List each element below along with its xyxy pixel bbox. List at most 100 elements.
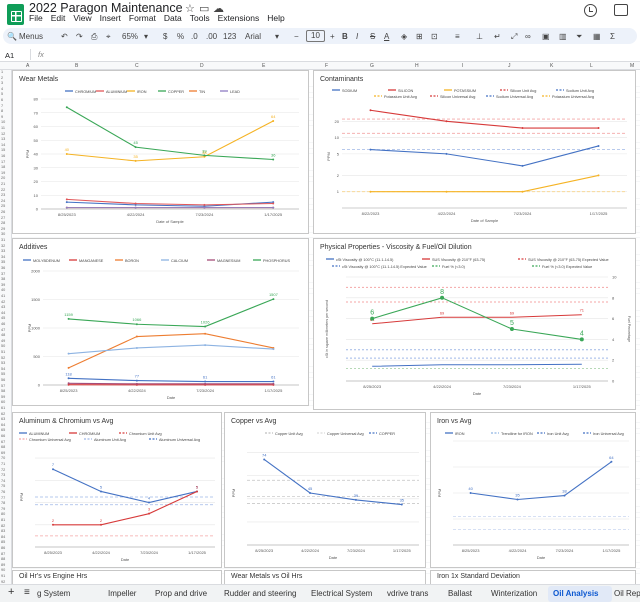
row-header[interactable]: 7 xyxy=(1,103,4,108)
column-header[interactable]: M xyxy=(630,63,635,69)
paint-format-icon[interactable]: ⌖ xyxy=(106,31,111,41)
menu-file[interactable]: File xyxy=(29,13,43,23)
row-header[interactable]: 61 xyxy=(1,406,6,410)
row-header[interactable]: 38 xyxy=(1,277,6,282)
row-header[interactable]: 25 xyxy=(1,204,6,209)
menu-help[interactable]: Help xyxy=(267,13,285,23)
row-header[interactable]: 45 xyxy=(1,316,6,321)
column-header[interactable]: H xyxy=(415,63,419,69)
vertical-align-icon[interactable]: ⊥ xyxy=(476,31,483,41)
font-size-increase-button[interactable]: + xyxy=(330,31,335,41)
row-header[interactable]: 18 xyxy=(1,165,6,170)
row-header[interactable]: 87 xyxy=(1,551,6,556)
column-header[interactable]: D xyxy=(200,63,204,69)
column-header[interactable]: F xyxy=(325,63,329,69)
menu-data[interactable]: Data xyxy=(163,13,182,23)
row-header[interactable]: 90 xyxy=(1,568,6,573)
column-header[interactable]: K xyxy=(550,63,554,69)
currency-format-button[interactable]: $ xyxy=(163,31,168,41)
cloud-status-icon[interactable]: ☁ xyxy=(213,3,224,15)
row-header[interactable]: 81 xyxy=(1,518,6,522)
borders-icon[interactable]: ⊞ xyxy=(416,31,423,41)
sheet-tab[interactable]: g System xyxy=(37,589,71,598)
number-format-button[interactable]: 123 xyxy=(223,31,237,41)
increase-decimal-button[interactable]: .00 xyxy=(206,31,218,41)
row-header[interactable]: 9 xyxy=(1,114,4,119)
row-header[interactable]: 54 xyxy=(1,366,6,371)
row-header[interactable]: 78 xyxy=(1,501,6,506)
row-header[interactable]: 40 xyxy=(1,288,6,293)
row-header[interactable]: 56 xyxy=(1,378,6,382)
sheet-tab[interactable]: Impeller xyxy=(108,589,137,598)
chart-iron[interactable]: Iron vs Avg IRON Trendline for IRON Iron U… xyxy=(430,412,636,568)
row-header[interactable]: 34 xyxy=(1,254,6,259)
row-header[interactable]: 74 xyxy=(1,478,6,483)
row-header[interactable]: 64 xyxy=(1,422,6,427)
row-header[interactable]: 52 xyxy=(1,355,6,360)
row-header[interactable]: 20 xyxy=(1,176,6,181)
menu-edit[interactable]: Edit xyxy=(50,13,66,23)
row-header[interactable]: 46 xyxy=(1,322,6,326)
font-select[interactable]: Arial xyxy=(245,31,262,41)
sheet-tab[interactable]: Oil Repo xyxy=(614,589,640,598)
add-sheet-icon[interactable]: + xyxy=(8,586,15,598)
row-header[interactable]: 30 xyxy=(1,232,6,237)
column-header[interactable]: C xyxy=(135,63,139,69)
row-header[interactable]: 17 xyxy=(1,159,6,164)
row-header[interactable]: 32 xyxy=(1,243,6,248)
sheet-tab[interactable]: vdrive trans xyxy=(387,589,429,598)
redo-icon[interactable]: ↷ xyxy=(76,31,83,41)
row-header[interactable]: 37 xyxy=(1,271,6,276)
sheet-tab[interactable]: Ballast xyxy=(448,589,473,598)
row-header[interactable]: 88 xyxy=(1,557,6,562)
merge-cells-icon[interactable]: ⊡ xyxy=(431,31,438,41)
document-title[interactable]: 2022 Paragon Maintenance xyxy=(29,1,183,15)
row-header[interactable]: 21 xyxy=(1,182,6,186)
filter-icon[interactable]: ⏷ xyxy=(576,31,583,41)
row-header[interactable]: 82 xyxy=(1,523,6,528)
row-header[interactable]: 39 xyxy=(1,282,6,287)
chart-wear-vs-oil-hrs[interactable]: Wear Metals vs Oil Hrs xyxy=(224,570,426,584)
horizontal-align-icon[interactable]: ≡ xyxy=(455,31,460,41)
insert-chart-icon[interactable]: ▥ xyxy=(559,31,567,41)
menu-view[interactable]: View xyxy=(73,13,92,23)
row-header[interactable]: 73 xyxy=(1,473,6,478)
column-header[interactable]: B xyxy=(75,63,79,69)
row-header[interactable]: 48 xyxy=(1,333,6,338)
insert-comment-icon[interactable]: ▣ xyxy=(542,31,550,41)
row-header[interactable]: 1 xyxy=(1,70,4,74)
row-header[interactable]: 49 xyxy=(1,338,6,343)
row-header[interactable]: 77 xyxy=(1,495,6,500)
row-header[interactable]: 79 xyxy=(1,506,6,511)
row-header[interactable]: 68 xyxy=(1,445,6,450)
row-header[interactable]: 66 xyxy=(1,434,6,438)
row-header[interactable]: 83 xyxy=(1,529,6,534)
row-header[interactable]: 85 xyxy=(1,540,6,545)
row-header[interactable]: 13 xyxy=(1,137,6,142)
font-size-decrease-button[interactable]: − xyxy=(294,31,299,41)
all-sheets-icon[interactable]: ≡ xyxy=(24,587,30,598)
sheet-tab[interactable]: Electrical System xyxy=(311,589,373,598)
row-header[interactable]: 11 xyxy=(1,126,5,130)
sheet-tab[interactable]: Prop and drive xyxy=(155,589,208,598)
row-header[interactable]: 6 xyxy=(1,98,4,102)
row-header[interactable]: 42 xyxy=(1,299,6,304)
row-header[interactable]: 63 xyxy=(1,417,6,422)
row-header[interactable]: 22 xyxy=(1,187,6,192)
row-header[interactable]: 57 xyxy=(1,383,6,388)
column-header[interactable]: A xyxy=(26,63,30,69)
move-folder-icon[interactable]: ▭ xyxy=(199,3,210,15)
row-header[interactable]: 8 xyxy=(1,109,4,114)
row-header[interactable]: 58 xyxy=(1,389,6,394)
sheet-tab[interactable]: Rudder and steering xyxy=(224,589,297,598)
text-rotation-icon[interactable]: ⤢ xyxy=(511,31,518,41)
row-header[interactable]: 44 xyxy=(1,310,6,315)
column-header[interactable]: G xyxy=(370,63,374,69)
menu-format[interactable]: Format xyxy=(128,13,156,23)
column-header[interactable]: L xyxy=(590,63,593,69)
column-header[interactable]: I xyxy=(462,63,464,69)
row-header[interactable]: 26 xyxy=(1,210,6,214)
row-header[interactable]: 80 xyxy=(1,512,6,517)
bold-button[interactable]: B xyxy=(342,31,348,41)
row-header[interactable]: 51 xyxy=(1,350,6,354)
